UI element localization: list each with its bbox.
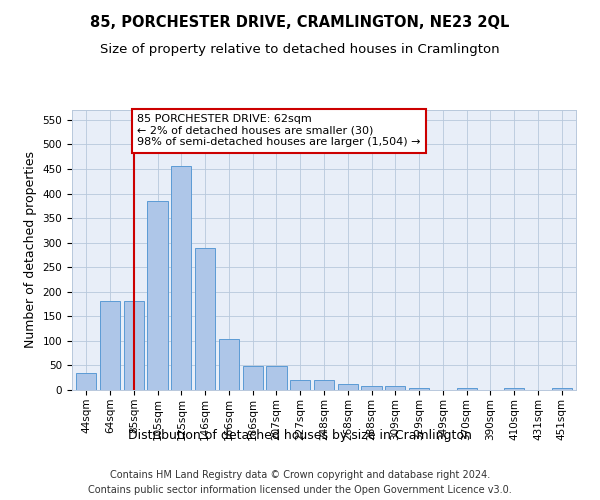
Bar [76, 373, 97, 390]
Bar [219, 340, 239, 390]
Bar [338, 384, 358, 390]
Bar [361, 386, 382, 390]
Bar [314, 380, 334, 390]
Bar [551, 388, 572, 390]
Bar [242, 366, 263, 390]
Bar [171, 166, 191, 390]
Text: Distribution of detached houses by size in Cramlington: Distribution of detached houses by size … [128, 428, 472, 442]
Text: Contains public sector information licensed under the Open Government Licence v3: Contains public sector information licen… [88, 485, 512, 495]
Bar [409, 388, 429, 390]
Text: 85 PORCHESTER DRIVE: 62sqm
← 2% of detached houses are smaller (30)
98% of semi-: 85 PORCHESTER DRIVE: 62sqm ← 2% of detac… [137, 114, 421, 148]
Bar [457, 388, 477, 390]
Bar [124, 300, 144, 390]
Y-axis label: Number of detached properties: Number of detached properties [24, 152, 37, 348]
Bar [148, 201, 167, 390]
Bar [195, 248, 215, 390]
Text: Contains HM Land Registry data © Crown copyright and database right 2024.: Contains HM Land Registry data © Crown c… [110, 470, 490, 480]
Text: Size of property relative to detached houses in Cramlington: Size of property relative to detached ho… [100, 42, 500, 56]
Bar [290, 380, 310, 390]
Bar [266, 366, 287, 390]
Bar [504, 388, 524, 390]
Bar [100, 300, 120, 390]
Bar [385, 386, 406, 390]
Text: 85, PORCHESTER DRIVE, CRAMLINGTON, NE23 2QL: 85, PORCHESTER DRIVE, CRAMLINGTON, NE23 … [91, 15, 509, 30]
